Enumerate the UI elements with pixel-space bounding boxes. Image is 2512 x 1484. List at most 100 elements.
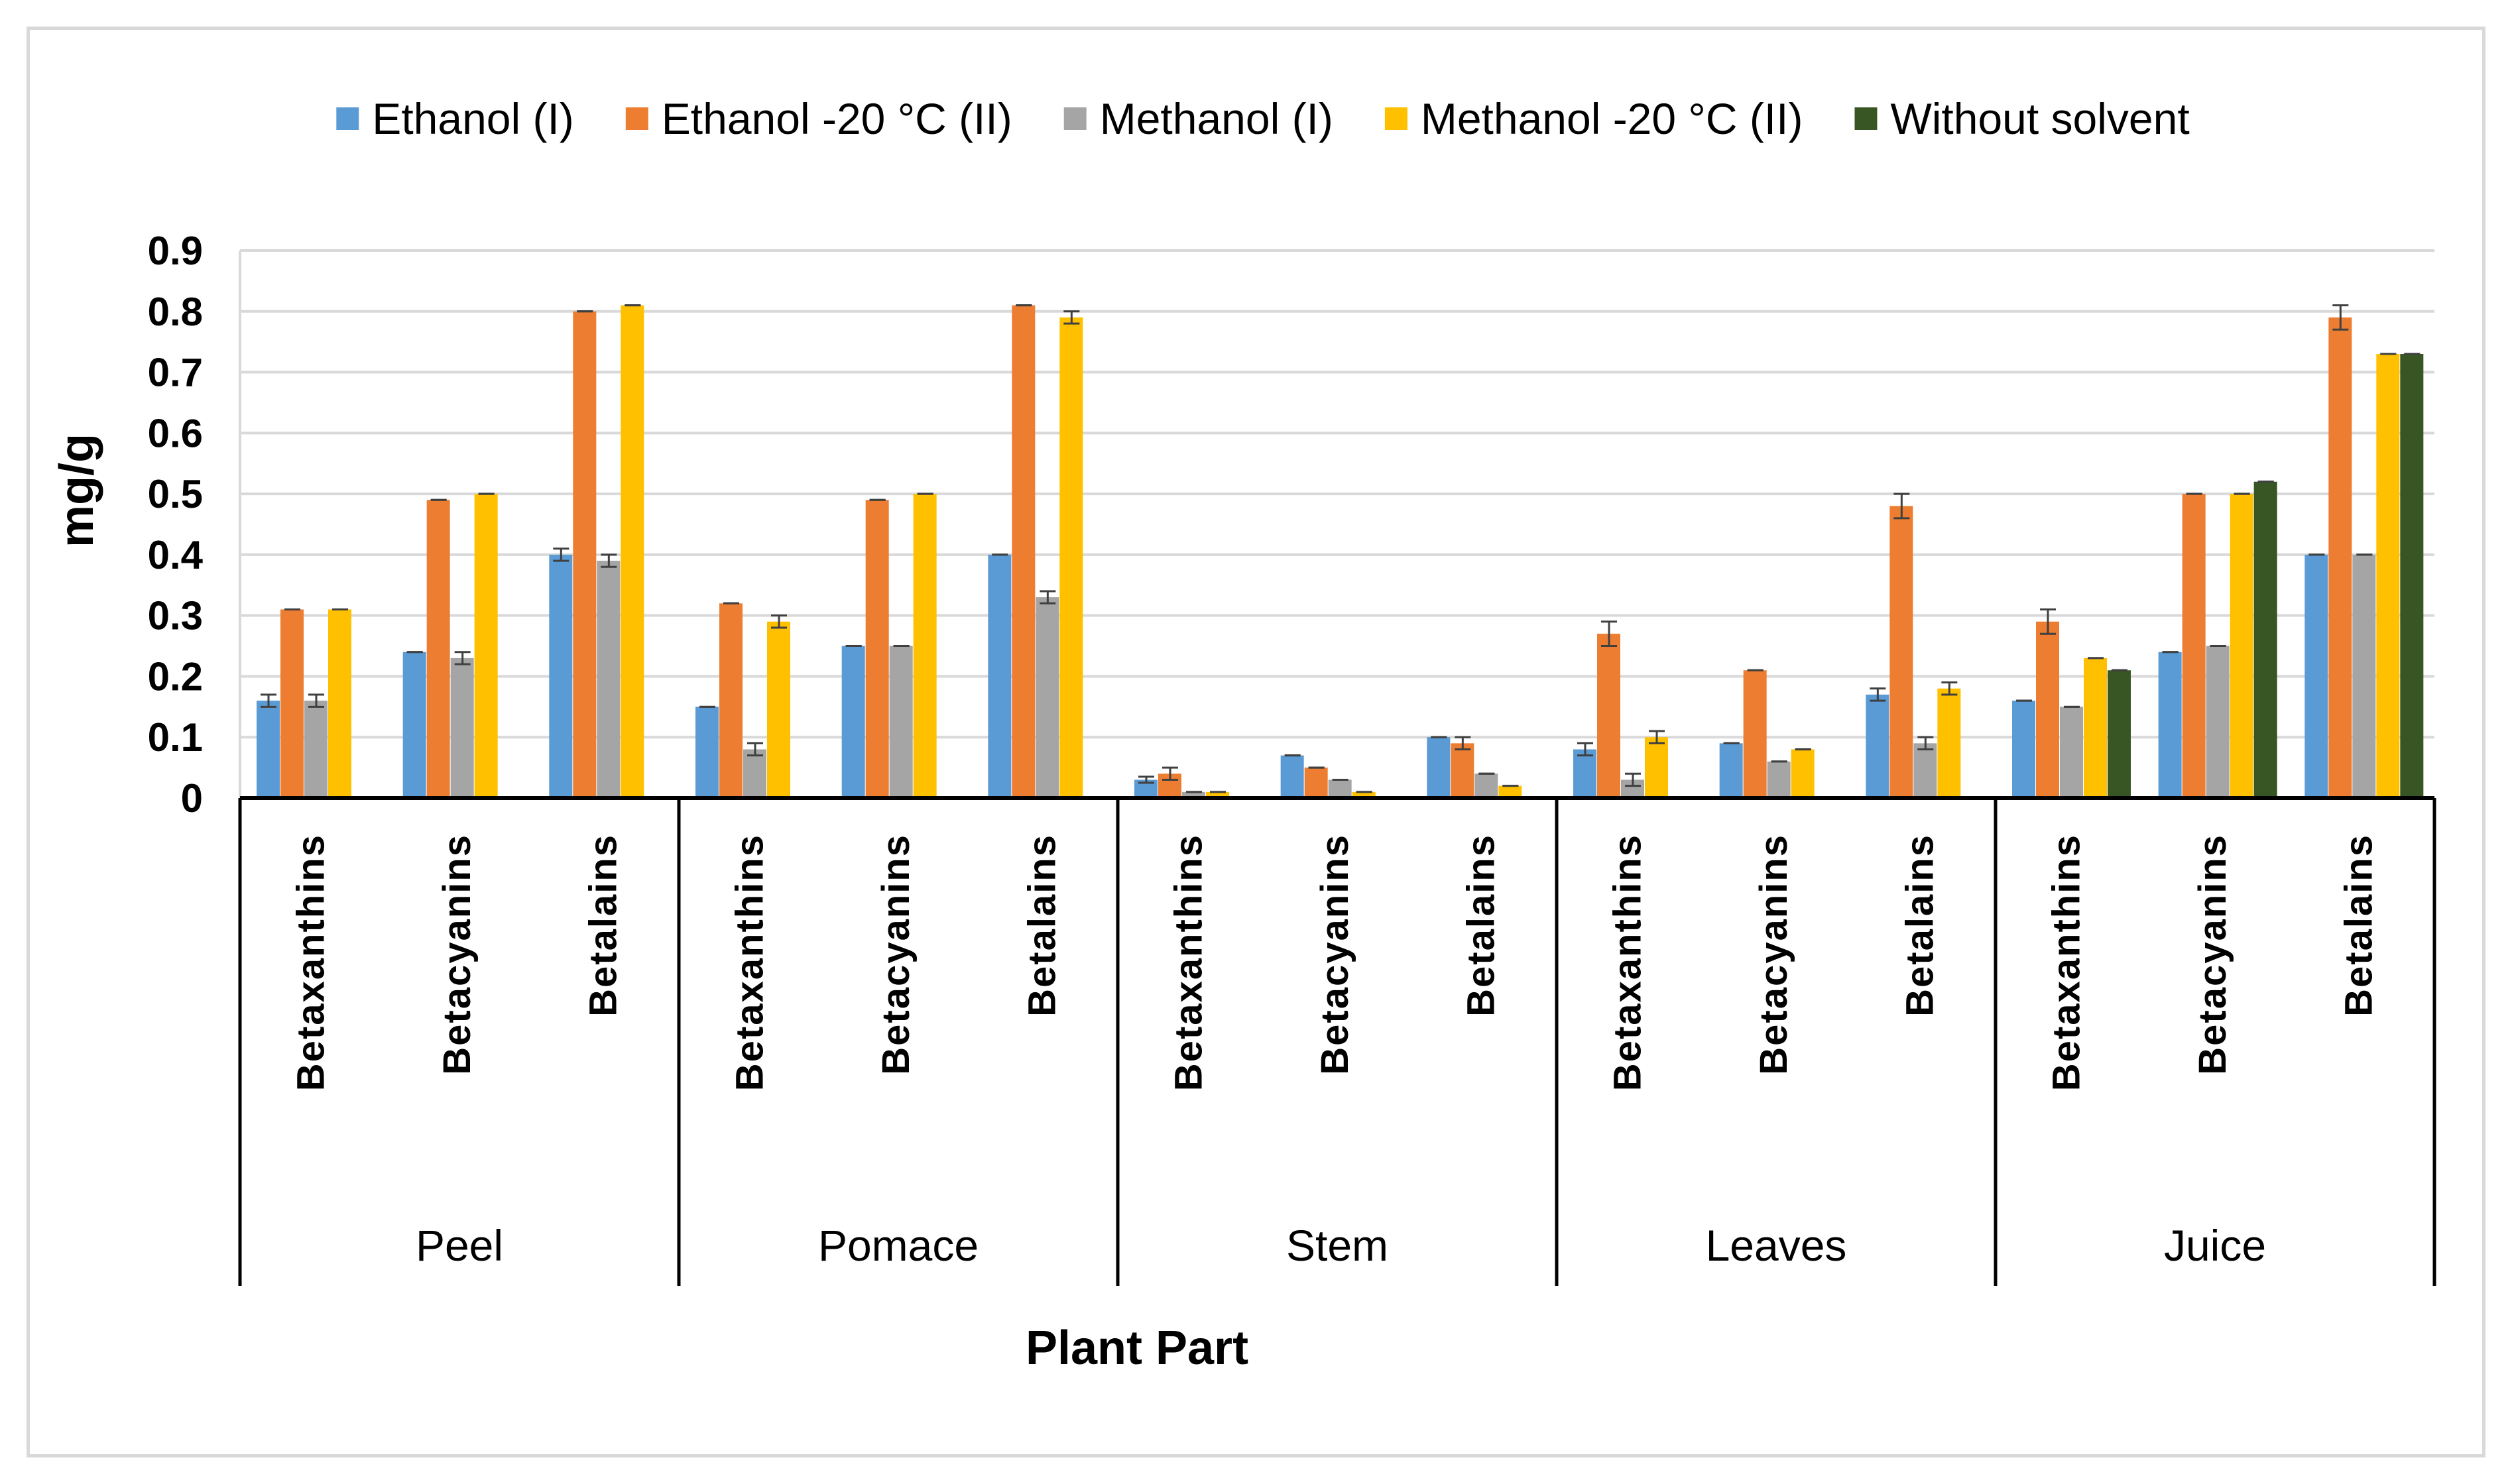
bar-ethanol-20-c-ii-peel-betalains xyxy=(573,311,597,798)
legend: Ethanol (I) Ethanol -20 °C (II) Methanol (… xyxy=(336,94,2190,143)
y-axis-title: mg/g xyxy=(50,433,103,547)
category-label-betaxanthins: Betaxanthins xyxy=(1167,834,1210,1091)
y-tick-label: 0.5 xyxy=(148,472,203,516)
bar-ethanol-20-c-ii-leaves-betalains xyxy=(1889,506,1913,798)
x-axis-title: Plant Part xyxy=(1026,1322,1248,1375)
category-label-betaxanthins: Betaxanthins xyxy=(728,834,771,1091)
bar-ethanol-i-leaves-betaxanthins xyxy=(1573,749,1596,798)
y-tick-label: 0.3 xyxy=(148,594,203,638)
legend-label-without-solvent: Without solvent xyxy=(1890,94,2189,143)
bar-ethanol-i-peel-betacyanins xyxy=(402,652,426,798)
bar-ethanol-i-juice-betacyanins xyxy=(2158,652,2182,798)
y-tick-label: 0.7 xyxy=(148,351,203,395)
bar-methanol-20-c-ii-peel-betalains xyxy=(621,305,644,799)
bar-ethanol-i-pomace-betalains xyxy=(988,554,1012,798)
bar-methanol-i-stem-betaxanthins xyxy=(1182,791,1205,798)
category-label-betalains: Betalains xyxy=(582,834,625,1017)
bar-ethanol-20-c-ii-juice-betalains xyxy=(2328,317,2352,798)
legend-swatch-ethanol-i xyxy=(336,107,359,130)
bar-ethanol-i-juice-betalains xyxy=(2304,554,2328,798)
category-label-betaxanthins: Betaxanthins xyxy=(2045,834,2088,1091)
bar-methanol-20-c-ii-leaves-betalains xyxy=(1937,688,1961,798)
bar-ethanol-i-juice-betaxanthins xyxy=(2012,701,2035,798)
group-label-stem: Stem xyxy=(1286,1221,1388,1270)
legend-swatch-ethanol-20-c-ii xyxy=(625,107,648,130)
y-tick-label: 0.6 xyxy=(148,411,203,455)
bar-methanol-i-pomace-betalains xyxy=(1036,597,1059,798)
bar-ethanol-20-c-ii-pomace-betalains xyxy=(1012,305,1036,799)
bar-methanol-i-peel-betaxanthins xyxy=(304,701,328,798)
y-tick-label: 0.9 xyxy=(148,229,203,273)
y-tick-label: 0 xyxy=(181,776,203,821)
bar-methanol-i-juice-betalains xyxy=(2352,554,2376,798)
category-label-betalains: Betalains xyxy=(1899,834,1942,1017)
x-axis: Betaxanthins Betacyanins Betalains Betaxant… xyxy=(238,796,2436,1286)
bar-without-solvent-juice-betacyanins xyxy=(2253,481,2277,798)
category-label-betalains: Betalains xyxy=(1460,834,1503,1017)
bar-methanol-20-c-ii-juice-betalains xyxy=(2376,354,2400,798)
bar-methanol-20-c-ii-peel-betaxanthins xyxy=(328,609,351,798)
bar-methanol-20-c-ii-pomace-betalains xyxy=(1059,317,1083,798)
bar-ethanol-i-pomace-betaxanthins xyxy=(695,707,719,798)
bar-ethanol-i-leaves-betalains xyxy=(1866,694,1889,798)
bar-methanol-i-leaves-betacyanins xyxy=(1767,761,1791,798)
bar-without-solvent-juice-betaxanthins xyxy=(2108,670,2131,798)
category-label-betaxanthins: Betaxanthins xyxy=(289,834,332,1091)
bar-methanol-20-c-ii-juice-betacyanins xyxy=(2230,494,2253,798)
legend-swatch-methanol-i xyxy=(1063,107,1087,130)
bar-ethanol-i-pomace-betacyanins xyxy=(841,646,865,798)
legend-label-ethanol-20-c-ii: Ethanol -20 °C (II) xyxy=(662,94,1012,143)
legend-swatch-without-solvent xyxy=(1854,107,1878,130)
bar-methanol-20-c-ii-stem-betalains xyxy=(1498,785,1522,798)
bar-ethanol-20-c-ii-juice-betaxanthins xyxy=(2036,621,2059,798)
category-label-betacyanins: Betacyanins xyxy=(436,834,479,1075)
bar-ethanol-20-c-ii-leaves-betacyanins xyxy=(1743,670,1767,798)
bar-ethanol-i-leaves-betacyanins xyxy=(1719,743,1743,798)
category-label-betacyanins: Betacyanins xyxy=(2191,834,2234,1075)
category-label-betacyanins: Betacyanins xyxy=(1313,834,1356,1075)
bar-ethanol-20-c-ii-pomace-betaxanthins xyxy=(719,603,743,798)
bar-methanol-i-juice-betaxanthins xyxy=(2060,707,2083,798)
y-tick-label: 0.2 xyxy=(148,654,203,699)
bar-methanol-20-c-ii-stem-betacyanins xyxy=(1352,791,1376,798)
bar-methanol-i-juice-betacyanins xyxy=(2206,646,2230,798)
category-label-betalains: Betalains xyxy=(1021,834,1064,1017)
y-tick-label: 0.8 xyxy=(148,290,203,334)
bar-methanol-20-c-ii-stem-betaxanthins xyxy=(1206,791,1229,798)
bar-methanol-i-stem-betalains xyxy=(1474,773,1498,798)
category-label-betalains: Betalains xyxy=(2338,834,2381,1017)
bar-methanol-20-c-ii-peel-betacyanins xyxy=(474,494,498,798)
bar-methanol-i-pomace-betaxanthins xyxy=(743,749,766,798)
group-label-leaves: Leaves xyxy=(1706,1221,1847,1270)
bar-without-solvent-juice-betalains xyxy=(2400,354,2424,798)
group-label-pomace: Pomace xyxy=(818,1221,979,1270)
bar-ethanol-20-c-ii-pomace-betacyanins xyxy=(865,500,889,798)
bars xyxy=(257,305,2424,799)
category-label-betaxanthins: Betaxanthins xyxy=(1606,834,1649,1091)
y-tick-label: 0.4 xyxy=(148,533,204,577)
bar-methanol-i-stem-betacyanins xyxy=(1328,779,1352,798)
legend-label-ethanol-i: Ethanol (I) xyxy=(372,94,573,143)
bar-methanol-i-peel-betacyanins xyxy=(450,657,474,798)
group-label-juice: Juice xyxy=(2164,1221,2266,1270)
bar-ethanol-i-stem-betacyanins xyxy=(1280,755,1304,798)
bar-ethanol-20-c-ii-stem-betalains xyxy=(1451,743,1474,798)
y-tick-label: 0.1 xyxy=(148,715,203,760)
bar-ethanol-i-peel-betalains xyxy=(549,554,573,798)
bar-ethanol-20-c-ii-juice-betacyanins xyxy=(2182,494,2206,798)
bar-ethanol-20-c-ii-peel-betaxanthins xyxy=(280,609,304,798)
error-bars xyxy=(261,304,2421,793)
bar-methanol-20-c-ii-juice-betaxanthins xyxy=(2084,657,2107,798)
bar-methanol-i-peel-betalains xyxy=(597,561,621,798)
bar-ethanol-20-c-ii-leaves-betaxanthins xyxy=(1597,634,1620,798)
bar-ethanol-20-c-ii-peel-betacyanins xyxy=(426,500,450,798)
legend-swatch-methanol-20-c-ii xyxy=(1384,107,1407,130)
y-axis: 0 0.1 0.2 0.3 0.4 0.5 0.6 0.7 0.8 0.9 xyxy=(148,229,241,821)
bar-ethanol-i-peel-betaxanthins xyxy=(257,701,280,798)
group-label-peel: Peel xyxy=(416,1221,503,1270)
bar-ethanol-i-stem-betalains xyxy=(1427,737,1451,798)
bar-methanol-i-pomace-betacyanins xyxy=(889,646,913,798)
bar-ethanol-20-c-ii-stem-betacyanins xyxy=(1304,768,1328,798)
bar-methanol-i-leaves-betalains xyxy=(1913,743,1937,798)
